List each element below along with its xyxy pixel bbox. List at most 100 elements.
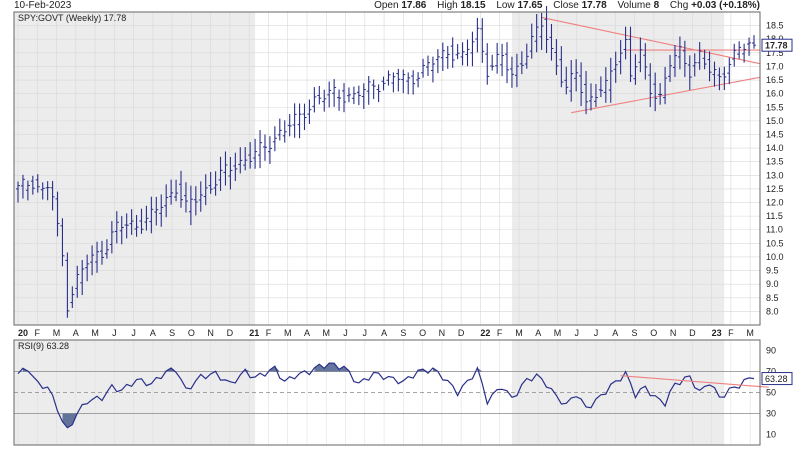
ohlc-bar (129, 209, 134, 235)
x-year-label: 21 (249, 328, 259, 338)
ohlc-bar (584, 70, 589, 115)
ohlc-bar (124, 213, 129, 239)
price-y-tick: 15.0 (766, 116, 784, 126)
ohlc-bar (169, 179, 174, 205)
rsi-line (17, 362, 755, 429)
price-y-tick: 13.0 (766, 170, 784, 180)
close-label: Close (553, 0, 579, 11)
rsi-y-tick: 90 (766, 346, 776, 356)
x-month-label: S (632, 328, 638, 338)
ohlc-bar (663, 66, 668, 105)
x-month-label: S (169, 328, 175, 338)
rsi-trendline (620, 375, 769, 388)
low-label: Low (496, 0, 515, 11)
ohlc-bar (500, 43, 505, 77)
ohlc-bar (243, 147, 248, 171)
ohlc-bar (322, 89, 327, 112)
ohlc-bar (672, 45, 677, 78)
x-month-label: M (91, 328, 99, 338)
ohlc-bar (55, 191, 60, 237)
ohlc-bar (529, 23, 534, 59)
ohlc-bar (342, 83, 347, 113)
ohlc-bar (179, 170, 184, 208)
price-legend: SPY:GOVT (Weekly) 17.78 (18, 13, 126, 23)
price-y-tick: 12.5 (766, 184, 784, 194)
ohlc-bar (485, 43, 490, 85)
ohlc-bar (50, 180, 55, 211)
x-month-label: J (574, 328, 579, 338)
ohlc-bar (643, 43, 648, 80)
ohlc-bar (317, 86, 322, 105)
price-y-tick: 14.0 (766, 143, 784, 153)
x-month-label: M (284, 328, 292, 338)
rsi-y-tick: 10 (766, 430, 776, 440)
ohlc-bar (134, 215, 139, 237)
ohlc-bar (732, 43, 737, 67)
ohlc-bar (361, 83, 366, 109)
x-year-label: 23 (712, 328, 722, 338)
ohlc-bar (159, 194, 164, 227)
ohlc-bar (391, 72, 396, 93)
ohlc-bar (549, 23, 554, 61)
ohlc-bar (588, 83, 593, 111)
price-y-tick: 11.5 (766, 211, 783, 221)
ohlc-bar (539, 12, 544, 50)
ohlc-bar (233, 152, 238, 181)
open-label: Open (374, 0, 399, 11)
ohlc-bar (307, 99, 312, 124)
ohlc-bar (75, 265, 80, 298)
ohlc-bar (292, 103, 297, 138)
volume-value: 8 (653, 0, 660, 11)
x-month-label: F (35, 328, 41, 338)
high-value: 18.15 (460, 0, 486, 11)
year-band-price (14, 12, 256, 325)
ohlc-bar (198, 181, 203, 212)
ohlc-bar (554, 39, 559, 76)
price-y-tick: 8.5 (766, 293, 779, 303)
x-month-label: N (439, 328, 446, 338)
rsi-y-tick: 30 (766, 409, 776, 419)
ohlc-bar (25, 180, 30, 201)
ohlc-bar (425, 55, 430, 76)
chg-label: Chg (669, 0, 689, 11)
ohlc-bar (416, 72, 421, 88)
x-month-label: N (207, 328, 214, 338)
ohlc-bar (253, 138, 258, 169)
ohlc-bar (346, 87, 351, 103)
x-month-label: M (515, 328, 523, 338)
ohlc-bar (742, 43, 747, 63)
ohlc-bar (277, 118, 282, 141)
ohlc-bar (371, 79, 376, 100)
ohlc-bar (351, 86, 356, 105)
x-month-label: A (304, 328, 310, 338)
ohlc-bar (40, 182, 45, 200)
ohlc-bar (712, 61, 717, 87)
ohlc-bar (618, 40, 623, 75)
ohlc-bar (90, 245, 95, 276)
x-month-label: A (150, 328, 156, 338)
ohlc-bar (218, 156, 223, 191)
ohlc-bar (149, 196, 154, 234)
ohlc-bar (302, 103, 307, 131)
ohlc-bar (356, 85, 361, 106)
ohlc-bar (692, 53, 697, 77)
quote-summary: Open 17.86 High 18.15 Low 17.65 Close 17… (374, 0, 760, 11)
ohlc-bar (386, 70, 391, 86)
x-month-label: J (363, 328, 368, 338)
ohlc-bar (203, 174, 208, 206)
ohlc-bar (20, 174, 25, 199)
price-panel-frame (13, 11, 761, 326)
ohlc-bar (119, 216, 124, 245)
close-value: 17.78 (581, 0, 607, 11)
chart-date: 10-Feb-2023 (14, 0, 72, 11)
price-y-tick: 13.5 (766, 157, 784, 167)
ohlc-bar (564, 66, 569, 95)
x-month-label: O (188, 328, 195, 338)
ohlc-bar (435, 49, 440, 74)
ohlc-bar (579, 62, 584, 107)
rsi-legend: RSI(9) 63.28 (18, 341, 69, 351)
ohlc-bar (702, 49, 707, 70)
ohlc-bar (406, 72, 411, 95)
ohlc-bar (455, 44, 460, 60)
